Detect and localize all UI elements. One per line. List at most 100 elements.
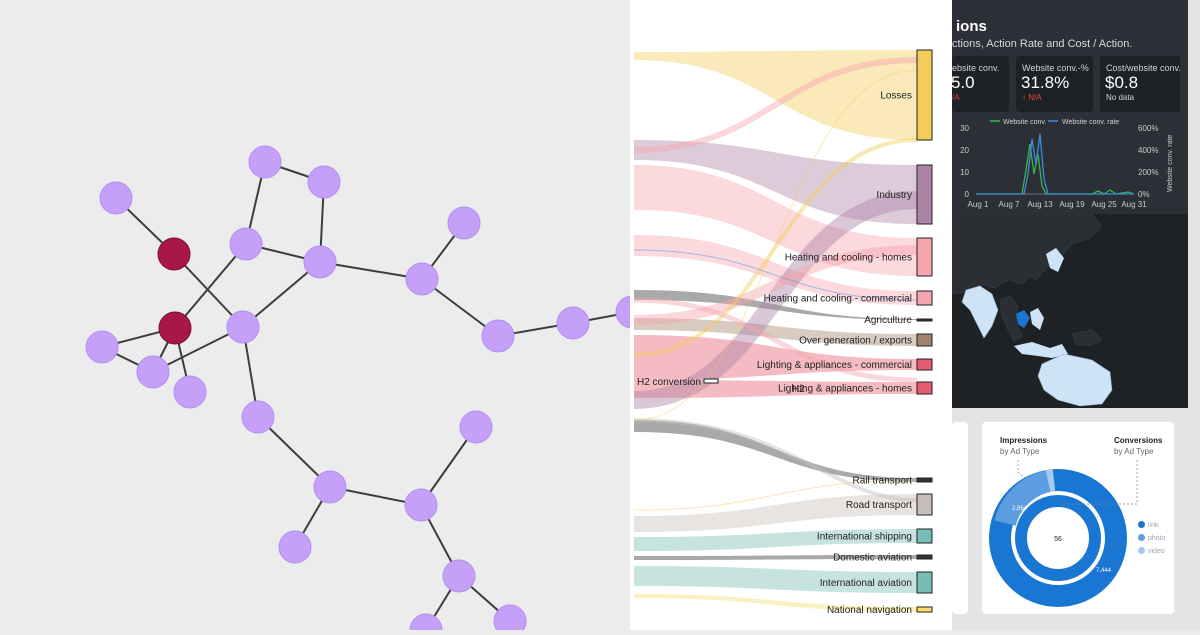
sankey-flow[interactable]	[634, 494, 917, 532]
sankey-node[interactable]	[916, 358, 933, 371]
left-card-edge	[952, 422, 968, 614]
network-node[interactable]	[99, 181, 133, 215]
dashboard-panel: ions ctions, Action Rate and Cost / Acti…	[952, 0, 1200, 630]
sankey-node[interactable]	[916, 333, 933, 347]
sankey-node-label: Road transport	[846, 500, 912, 511]
network-node[interactable]	[493, 604, 527, 635]
legend-dot	[1138, 521, 1145, 528]
y2-tick: 400%	[1138, 146, 1158, 155]
donut-outer-photo[interactable]	[994, 470, 1052, 527]
sankey-flow[interactable]	[634, 529, 917, 551]
network-edge	[319, 261, 423, 280]
sankey-flow[interactable]	[634, 420, 917, 482]
sankey-node-label: International shipping	[817, 532, 912, 543]
x-tick: Aug 13	[1027, 200, 1053, 209]
sankey-flow[interactable]	[633, 69, 918, 421]
sankey-node[interactable]	[916, 606, 933, 613]
donut-inner-link[interactable]	[1015, 495, 1101, 581]
network-node[interactable]	[136, 355, 170, 389]
ad-type-donut-card: Impressions by Ad Type Conversions by Ad…	[982, 422, 1174, 614]
sankey-node[interactable]	[916, 164, 933, 225]
network-node[interactable]	[409, 613, 443, 635]
sankey-node-label: International aviation	[820, 578, 912, 589]
sankey-flow[interactable]	[633, 297, 918, 383]
network-node[interactable]	[303, 245, 337, 279]
sankey-flow[interactable]	[634, 555, 917, 560]
geo-map[interactable]	[952, 214, 1188, 408]
sankey-node[interactable]	[916, 290, 933, 306]
legend-item-photo[interactable]: photo	[1138, 534, 1166, 542]
sankey-node[interactable]	[916, 554, 933, 560]
x-tick: Aug 19	[1059, 200, 1085, 209]
sankey-node-label: Heating and cooling - homes	[785, 253, 912, 264]
sankey-flow[interactable]	[634, 335, 917, 380]
network-node[interactable]	[241, 400, 275, 434]
kpi-website-conversions[interactable]: ebsite conv. 5.0 /A	[952, 56, 1009, 112]
impressions-subtitle: by Ad Type	[1000, 447, 1040, 456]
network-edge	[257, 416, 331, 488]
network-node[interactable]	[481, 319, 515, 353]
network-node[interactable]	[442, 559, 476, 593]
y2-axis-label: Website conv. rate	[1167, 135, 1174, 192]
kpi-value: $0.8	[1105, 73, 1139, 92]
donut-outer-video[interactable]	[1045, 469, 1056, 492]
network-node[interactable]	[229, 227, 263, 261]
kpi-cost-per-conversion[interactable]: Cost/website conv. $0.8 No data	[1100, 56, 1180, 112]
sankey-flow[interactable]	[633, 191, 918, 409]
sankey-flow[interactable]	[634, 50, 917, 140]
sankey-node[interactable]	[916, 528, 933, 544]
sankey-flow[interactable]	[634, 140, 917, 224]
sankey-flow[interactable]	[634, 235, 917, 305]
sankey-flow[interactable]	[634, 566, 917, 593]
donut-outer-link[interactable]	[989, 469, 1127, 607]
sankey-node[interactable]	[916, 571, 933, 594]
sankey-flows	[633, 50, 918, 612]
sankey-flow[interactable]	[634, 290, 917, 320]
kpi-change: No data	[1106, 93, 1135, 102]
impressions-title: Impressions	[1000, 436, 1048, 445]
sankey-flow[interactable]	[633, 245, 918, 325]
sankey-flow[interactable]	[633, 57, 918, 153]
sankey-flow[interactable]	[634, 318, 917, 346]
network-node[interactable]	[405, 262, 439, 296]
sankey-flow[interactable]	[633, 479, 918, 511]
y2-tick: 0%	[1138, 190, 1150, 199]
sankey-flow[interactable]	[633, 418, 918, 502]
network-node[interactable]	[226, 310, 260, 344]
network-node-highlighted[interactable]	[157, 237, 191, 271]
sankey-node[interactable]	[916, 318, 933, 322]
sankey-source-label: H2 conversion	[637, 377, 701, 388]
legend-label: video	[1148, 548, 1165, 555]
network-node[interactable]	[404, 488, 438, 522]
sankey-flow[interactable]	[634, 165, 917, 276]
legend-item-link[interactable]: link	[1138, 521, 1159, 529]
ad-type-donut-chart: 2,864 7,444 56	[989, 460, 1138, 607]
sankey-node[interactable]	[916, 493, 933, 516]
y-tick: 0	[965, 190, 970, 199]
sankey-flow[interactable]	[634, 594, 917, 612]
sankey-flow[interactable]	[633, 249, 918, 301]
network-node[interactable]	[313, 470, 347, 504]
network-node[interactable]	[278, 530, 312, 564]
network-node[interactable]	[447, 206, 481, 240]
sankey-node-label: Lighting & appliances - commercial	[757, 360, 912, 371]
network-node[interactable]	[248, 145, 282, 179]
sankey-node[interactable]	[916, 49, 933, 141]
network-node[interactable]	[615, 295, 649, 329]
sankey-node[interactable]	[916, 381, 933, 395]
kpi-website-conversion-rate[interactable]: Website conv.-% 31.8% ↑ N/A	[1016, 56, 1093, 112]
network-node[interactable]	[85, 330, 119, 364]
network-node[interactable]	[556, 306, 590, 340]
network-node[interactable]	[307, 165, 341, 199]
sankey-flow[interactable]	[634, 380, 917, 398]
legend-item-video[interactable]: video	[1138, 547, 1165, 555]
sankey-node[interactable]	[916, 237, 933, 277]
sankey-node[interactable]	[916, 477, 933, 483]
conversions-panel: ions ctions, Action Rate and Cost / Acti…	[952, 0, 1188, 408]
network-node[interactable]	[173, 375, 207, 409]
network-node[interactable]	[459, 410, 493, 444]
kpi-label: ebsite conv.	[952, 63, 1000, 73]
network-node-highlighted[interactable]	[158, 311, 192, 345]
sankey-source-node[interactable]	[703, 378, 719, 384]
sankey-flow[interactable]	[633, 138, 918, 357]
